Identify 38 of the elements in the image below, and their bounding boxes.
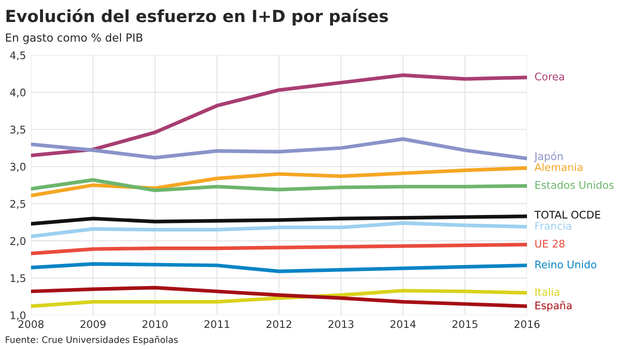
line-series xyxy=(31,214,527,226)
series-label: Alemania xyxy=(534,163,582,172)
x-tick-label: 2011 xyxy=(204,320,230,328)
chart-title: Evolución del esfuerzo en I+D por países xyxy=(6,8,388,26)
line-series xyxy=(31,242,527,256)
x-tick-label: 2008 xyxy=(18,320,44,328)
y-tick-label: 1,0 xyxy=(10,311,26,320)
series-label: UE 28 xyxy=(535,240,564,248)
x-tick-label: 2015 xyxy=(452,320,478,328)
y-tick-label: 2,5 xyxy=(10,200,26,209)
y-tick-label: 1,5 xyxy=(10,274,26,284)
series-label: Reino Unido xyxy=(535,260,596,268)
x-tick-label: 2009 xyxy=(80,320,106,328)
series-label: Japón xyxy=(534,152,563,162)
line-series xyxy=(31,178,527,192)
y-tick-label: 4,5 xyxy=(10,52,26,60)
series-label: Corea xyxy=(535,72,564,80)
x-tick-label: 2013 xyxy=(328,320,354,328)
x-tick-label: 2014 xyxy=(390,320,416,328)
line-series xyxy=(31,73,527,158)
line-series xyxy=(31,137,527,160)
line-series xyxy=(31,221,527,238)
x-tick-label: 2012 xyxy=(266,320,292,328)
series-label: Francia xyxy=(535,222,572,230)
series-label: TOTAL OCDE xyxy=(534,210,600,219)
series-label: Estados Unidos xyxy=(535,180,614,189)
series-label: Italia xyxy=(535,288,560,296)
line-series xyxy=(31,166,527,198)
y-tick-label: 4,0 xyxy=(10,88,26,98)
y-tick-label: 3,5 xyxy=(10,126,26,135)
source-note: Fuente: Crue Universidades Españolas xyxy=(6,336,178,345)
series-label: España xyxy=(535,301,572,312)
chart-subtitle: En gasto como % del PIB xyxy=(6,33,142,44)
x-tick-label: 2016 xyxy=(514,320,540,328)
line-series xyxy=(31,262,527,274)
x-tick-label: 2010 xyxy=(142,320,168,328)
y-tick-label: 2,0 xyxy=(10,237,26,246)
y-tick-label: 3,0 xyxy=(10,162,26,172)
